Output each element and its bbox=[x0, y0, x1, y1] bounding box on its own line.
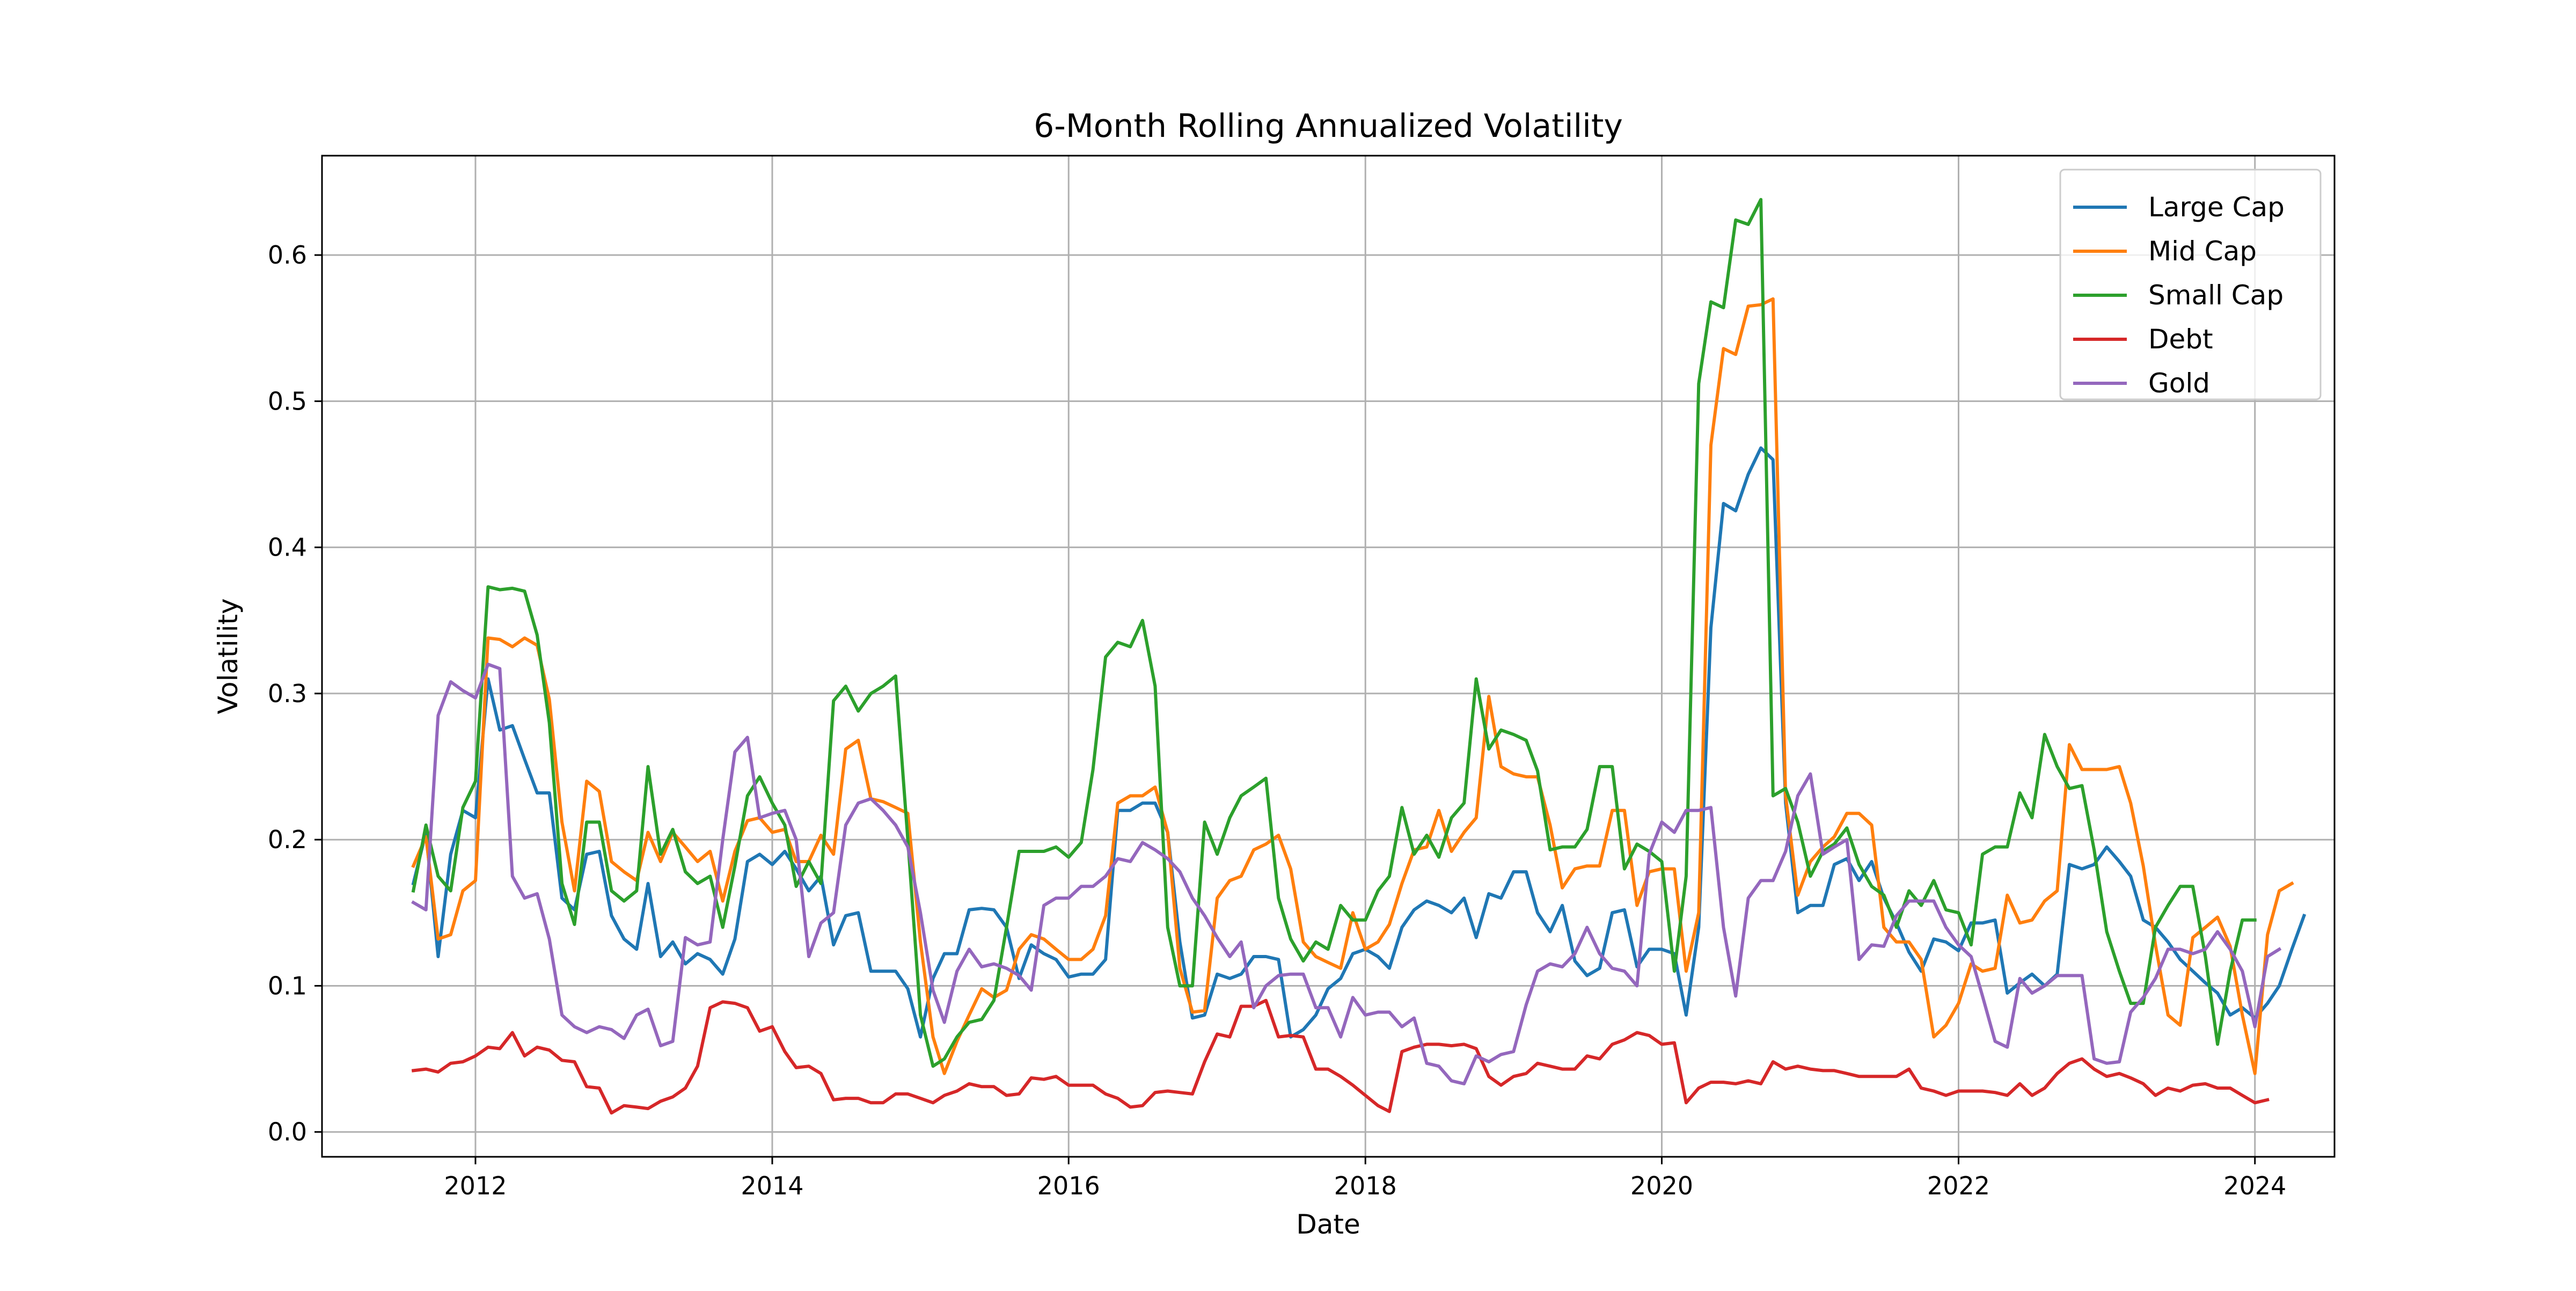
y-tick-label: 0.6 bbox=[268, 240, 307, 269]
series-lines bbox=[411, 198, 2307, 1115]
x-axis-label: Date bbox=[1296, 1209, 1360, 1240]
y-tick-label: 0.4 bbox=[268, 533, 307, 562]
series-line-debt bbox=[411, 998, 2270, 1115]
chart-title: 6-Month Rolling Annualized Volatility bbox=[1034, 107, 1623, 145]
y-tick-label: 0.3 bbox=[268, 679, 307, 708]
y-tick-label: 0.0 bbox=[268, 1118, 307, 1147]
grid bbox=[322, 156, 2334, 1157]
x-tick-label: 2012 bbox=[444, 1171, 507, 1200]
y-axis-ticks: 0.0 0.1 0.2 0.3 0.4 0.5 0.6 bbox=[268, 240, 322, 1147]
x-axis-ticks: 2012 2014 2016 2018 2020 2022 2024 bbox=[444, 1157, 2286, 1200]
x-tick-label: 2014 bbox=[741, 1171, 803, 1200]
x-tick-label: 2018 bbox=[1334, 1171, 1397, 1200]
series-line-large-cap bbox=[411, 446, 2307, 1039]
legend-label-gold: Gold bbox=[2148, 368, 2210, 399]
series-line-gold bbox=[411, 662, 2282, 1085]
y-axis-label: Volatility bbox=[213, 599, 244, 714]
y-tick-label: 0.2 bbox=[268, 825, 307, 854]
legend-box bbox=[2059, 169, 2322, 400]
series-line-small-cap bbox=[411, 198, 2257, 1068]
legend-label-debt: Debt bbox=[2148, 324, 2213, 355]
series-line-mid-cap bbox=[411, 297, 2294, 1075]
plot-area-frame bbox=[321, 155, 2336, 1158]
legend-label-small-cap: Small Cap bbox=[2148, 280, 2284, 311]
x-tick-label: 2020 bbox=[1630, 1171, 1693, 1200]
legend-label-large-cap: Large Cap bbox=[2148, 192, 2285, 223]
legend: Large Cap Mid Cap Small Cap Debt Gold bbox=[2059, 169, 2322, 400]
legend-label-mid-cap: Mid Cap bbox=[2148, 236, 2257, 267]
x-tick-label: 2022 bbox=[1927, 1171, 1990, 1200]
x-tick-label: 2024 bbox=[2223, 1171, 2286, 1200]
y-tick-label: 0.5 bbox=[268, 386, 307, 415]
y-tick-label: 0.1 bbox=[268, 971, 307, 1000]
x-tick-label: 2016 bbox=[1037, 1171, 1100, 1200]
